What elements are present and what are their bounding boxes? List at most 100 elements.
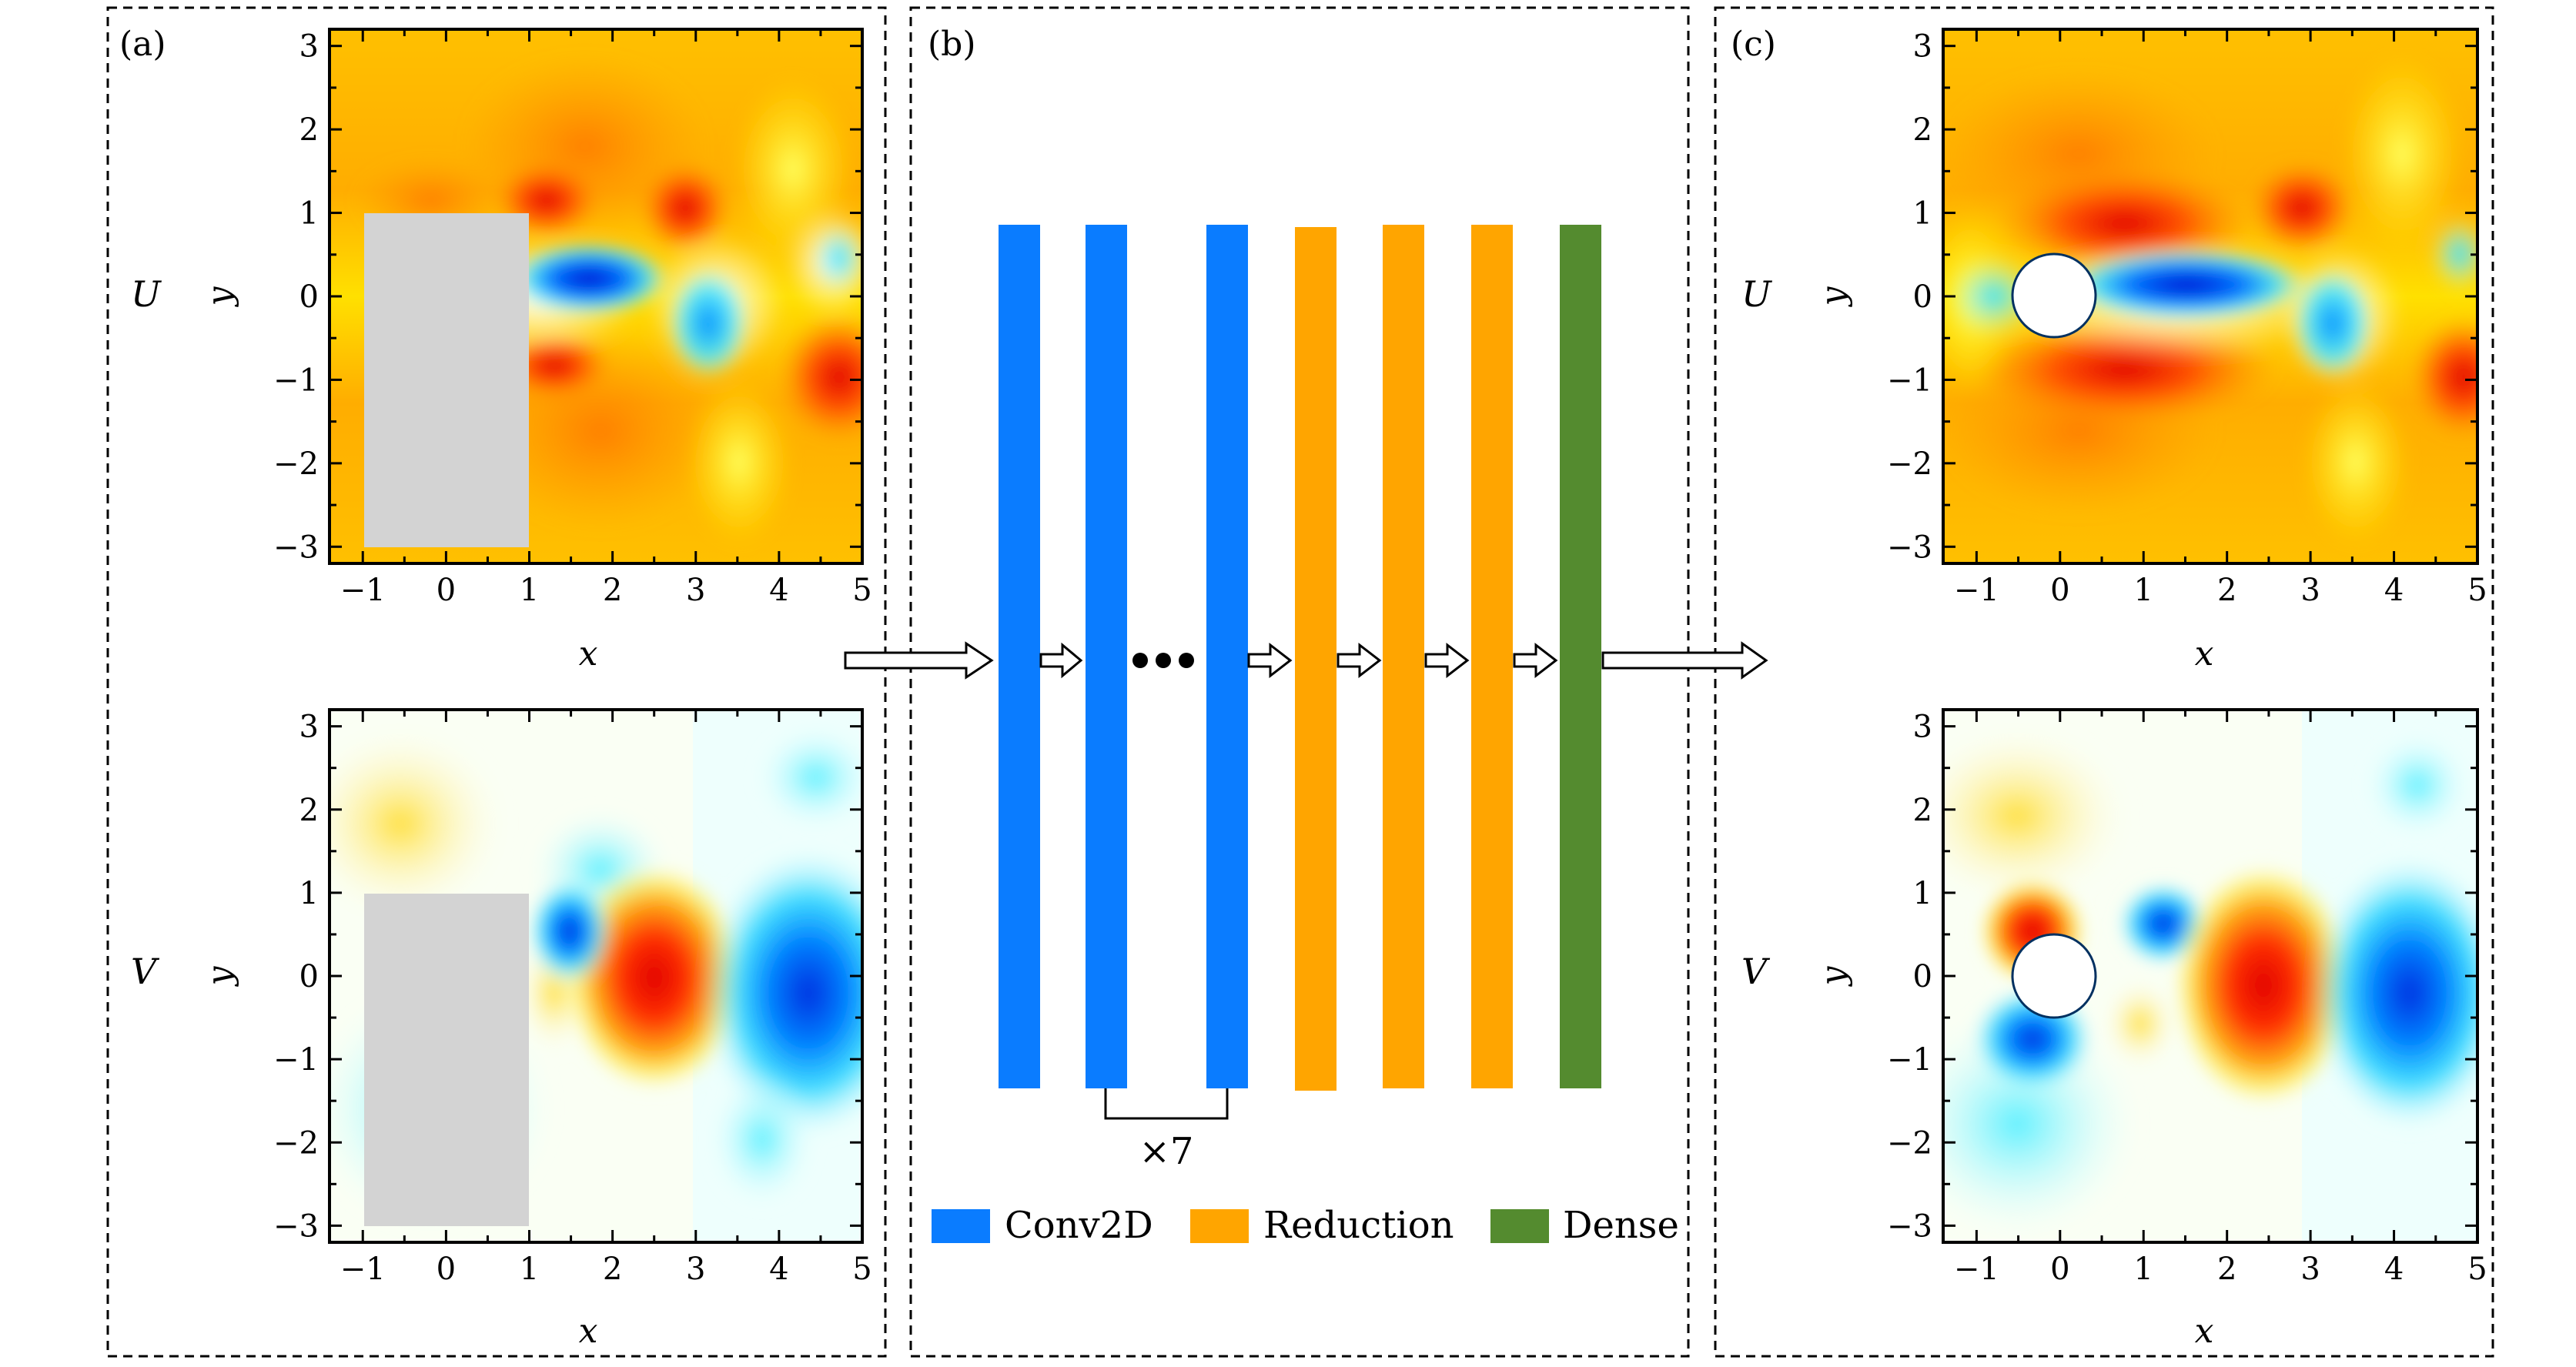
legend-swatch-reduction bbox=[1190, 1209, 1249, 1243]
flow-arrows bbox=[844, 641, 1768, 680]
y-tick-label: 1 bbox=[299, 196, 319, 232]
u-label-left: U bbox=[131, 273, 162, 315]
x-tick-label: −1 bbox=[340, 1252, 386, 1287]
y-tick-label: −2 bbox=[273, 446, 319, 482]
legend-label-dense: Dense bbox=[1563, 1204, 1679, 1247]
y-tick-label: −2 bbox=[1887, 446, 1932, 482]
panel-c-label: (c) bbox=[1731, 25, 1776, 64]
y-tick-label: −2 bbox=[273, 1125, 319, 1161]
plot-u-circle: −1 0 1 2 3 4 5 3 2 1 0 −1 −2 −3 x y bbox=[1814, 28, 2487, 673]
input-arrow bbox=[844, 641, 994, 680]
panel-b-frame bbox=[909, 6, 1690, 1358]
dense-layer bbox=[1560, 225, 1601, 1088]
x-tick-label: 3 bbox=[2300, 1252, 2320, 1287]
y-tick-label: −3 bbox=[1887, 530, 1932, 565]
y-tick-label: 0 bbox=[299, 279, 319, 315]
y-tick-label: 2 bbox=[299, 793, 319, 828]
y-tick-label: 0 bbox=[1913, 959, 1932, 994]
legend-label-conv2d: Conv2D bbox=[1005, 1204, 1153, 1247]
plot-v-rectangle: −1 0 1 2 3 4 5 3 2 1 0 −1 −2 −3 x y bbox=[200, 708, 872, 1351]
panel-a-frame bbox=[106, 6, 887, 1358]
x-tick-label: 2 bbox=[603, 573, 622, 608]
arrow-red2-red3 bbox=[1424, 642, 1470, 679]
y-axis-label-tl: y bbox=[200, 286, 239, 307]
y-tick-label: −1 bbox=[273, 1042, 319, 1078]
reduction-layer-3 bbox=[1471, 225, 1513, 1088]
y-tick-label: −3 bbox=[273, 530, 319, 565]
x-axis-label-tr: x bbox=[2195, 634, 2214, 673]
x-tick-label: 0 bbox=[2050, 573, 2069, 608]
x-tick-label: 3 bbox=[686, 1252, 705, 1287]
y-tick-label: −2 bbox=[1887, 1125, 1932, 1161]
u-field-contours bbox=[330, 29, 862, 563]
x-tick-label: 5 bbox=[2467, 1252, 2487, 1287]
ticks-tl: −1 0 1 2 3 4 5 3 2 1 0 −1 −2 −3 bbox=[273, 29, 872, 608]
plot-u-rectangle: −1 0 1 2 3 4 5 3 2 1 0 −1 −2 −3 x y bbox=[200, 28, 872, 673]
x-tick-label: 1 bbox=[2134, 573, 2153, 608]
rectangle-obstacle-top bbox=[364, 213, 529, 547]
x-tick-label: 0 bbox=[437, 573, 456, 608]
y-tick-label: −3 bbox=[1887, 1208, 1932, 1244]
x-tick-label: 4 bbox=[769, 1252, 788, 1287]
ticks-bl: −1 0 1 2 3 4 5 3 2 1 0 −1 −2 −3 bbox=[273, 710, 872, 1287]
legend-swatch-dense bbox=[1490, 1209, 1549, 1243]
v-label-right: V bbox=[1741, 951, 1771, 992]
y-tick-label: −1 bbox=[1887, 363, 1932, 398]
reduction-layer-2 bbox=[1383, 225, 1424, 1088]
x-axis-label-tl: x bbox=[579, 634, 598, 673]
arrow-conv3-red1 bbox=[1247, 642, 1293, 679]
x-tick-label: 3 bbox=[686, 573, 705, 608]
y-tick-label: 3 bbox=[299, 29, 319, 65]
reduction-layer-1 bbox=[1295, 227, 1337, 1091]
conv2d-layer-1 bbox=[999, 225, 1040, 1088]
x-tick-label: 3 bbox=[2300, 573, 2320, 608]
y-tick-label: 1 bbox=[1913, 196, 1932, 232]
x-tick-label: 0 bbox=[437, 1252, 456, 1287]
y-tick-label: −3 bbox=[273, 1208, 319, 1244]
panel-frames bbox=[106, 6, 2494, 1358]
plot-v-circle: −1 0 1 2 3 4 5 3 2 1 0 −1 −2 −3 x y bbox=[1814, 708, 2487, 1351]
x-tick-label: 4 bbox=[2384, 1252, 2404, 1287]
x-tick-label: 1 bbox=[2134, 1252, 2153, 1287]
y-tick-label: 0 bbox=[1913, 279, 1932, 315]
panel-a-label: (a) bbox=[119, 25, 166, 64]
y-tick-label: −1 bbox=[1887, 1042, 1932, 1078]
y-tick-label: 2 bbox=[299, 112, 319, 148]
repeat-bracket bbox=[1104, 1088, 1229, 1120]
y-tick-label: 1 bbox=[1913, 876, 1932, 911]
circle-obstacle-top bbox=[2011, 252, 2097, 339]
ticks-tr: −1 0 1 2 3 4 5 3 2 1 0 −1 −2 −3 bbox=[1887, 29, 2487, 608]
conv2d-layer-2 bbox=[1086, 225, 1127, 1088]
x-tick-label: 4 bbox=[769, 573, 788, 608]
ellipsis-dots bbox=[1132, 653, 1194, 668]
y-tick-label: 0 bbox=[299, 959, 319, 994]
legend-swatch-conv2d bbox=[932, 1209, 990, 1243]
network-legend: Conv2D Reduction Dense bbox=[932, 1204, 1679, 1247]
rectangle-obstacle-bottom bbox=[364, 894, 529, 1226]
v-label-left: V bbox=[131, 951, 160, 992]
x-axis-label-bl: x bbox=[579, 1312, 598, 1351]
x-tick-label: −1 bbox=[1954, 573, 1999, 608]
x-tick-label: −1 bbox=[340, 573, 386, 608]
y-tick-label: −1 bbox=[273, 363, 319, 398]
y-tick-label: 3 bbox=[1913, 710, 1932, 745]
repeat-label: ×7 bbox=[1139, 1130, 1194, 1173]
x-tick-label: 2 bbox=[603, 1252, 622, 1287]
y-axis-label-br: y bbox=[1814, 965, 1853, 987]
v-field-contours bbox=[330, 710, 862, 1242]
network-diagram: ×7 Conv2D Reduction Dense bbox=[844, 225, 1768, 1247]
u-field-contours-circle bbox=[1943, 29, 2477, 563]
arrow-conv1-conv2 bbox=[1039, 642, 1083, 679]
panel-b-label: (b) bbox=[928, 25, 976, 64]
x-tick-label: 0 bbox=[2050, 1252, 2069, 1287]
y-axis-label-tr: y bbox=[1814, 286, 1853, 307]
y-axis-label-bl: y bbox=[200, 965, 239, 987]
y-tick-label: 1 bbox=[299, 876, 319, 911]
y-tick-label: 2 bbox=[1913, 112, 1932, 148]
x-tick-label: 1 bbox=[520, 1252, 539, 1287]
v-field-contours-circle bbox=[1943, 710, 2477, 1242]
x-tick-label: 1 bbox=[520, 573, 539, 608]
arrow-red1-red2 bbox=[1337, 642, 1382, 679]
x-tick-label: 5 bbox=[2467, 573, 2487, 608]
